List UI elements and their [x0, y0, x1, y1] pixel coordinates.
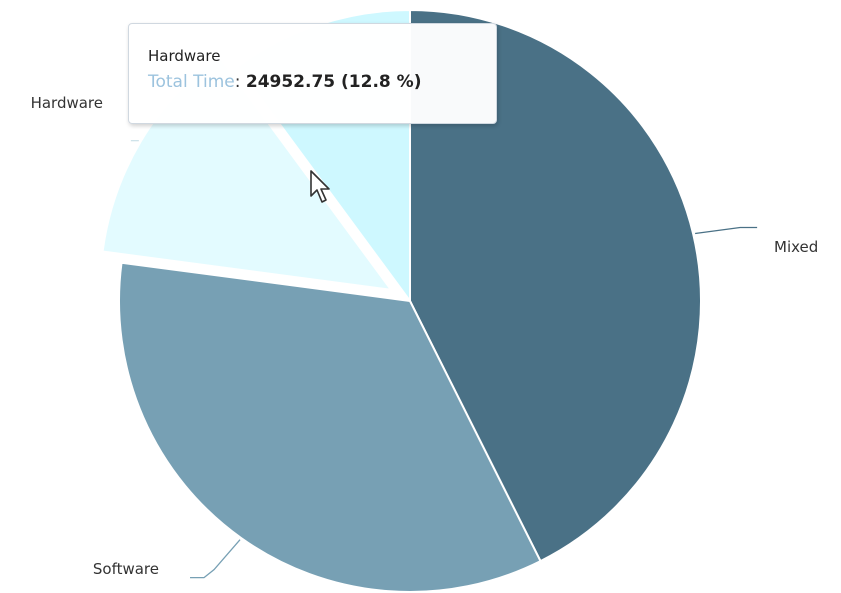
tooltip-row: Total Time: 24952.75 (12.8 %)	[148, 70, 496, 94]
pie-slice-mixed[interactable]	[409, 8, 702, 563]
pie-slice-software[interactable]	[118, 261, 542, 593]
tooltip-separator: :	[234, 72, 241, 92]
pie-labels: Mixed Software Hardware	[31, 94, 818, 579]
chart-tooltip: Hardware Total Time: 24952.75 (12.8 %)	[128, 23, 497, 124]
pie-label-connector	[190, 539, 241, 579]
tooltip-value: 24952.75 (12.8 %)	[245, 72, 422, 92]
pie-label-mixed: Mixed	[774, 238, 818, 256]
pie-label-software: Software	[93, 560, 159, 578]
pie-label-connector	[695, 226, 758, 235]
tooltip-title: Hardware	[148, 47, 221, 65]
tooltip-series-label: Total Time	[148, 72, 235, 92]
mouse-cursor-icon	[310, 170, 330, 203]
pie-label-hardware: Hardware	[31, 94, 103, 112]
